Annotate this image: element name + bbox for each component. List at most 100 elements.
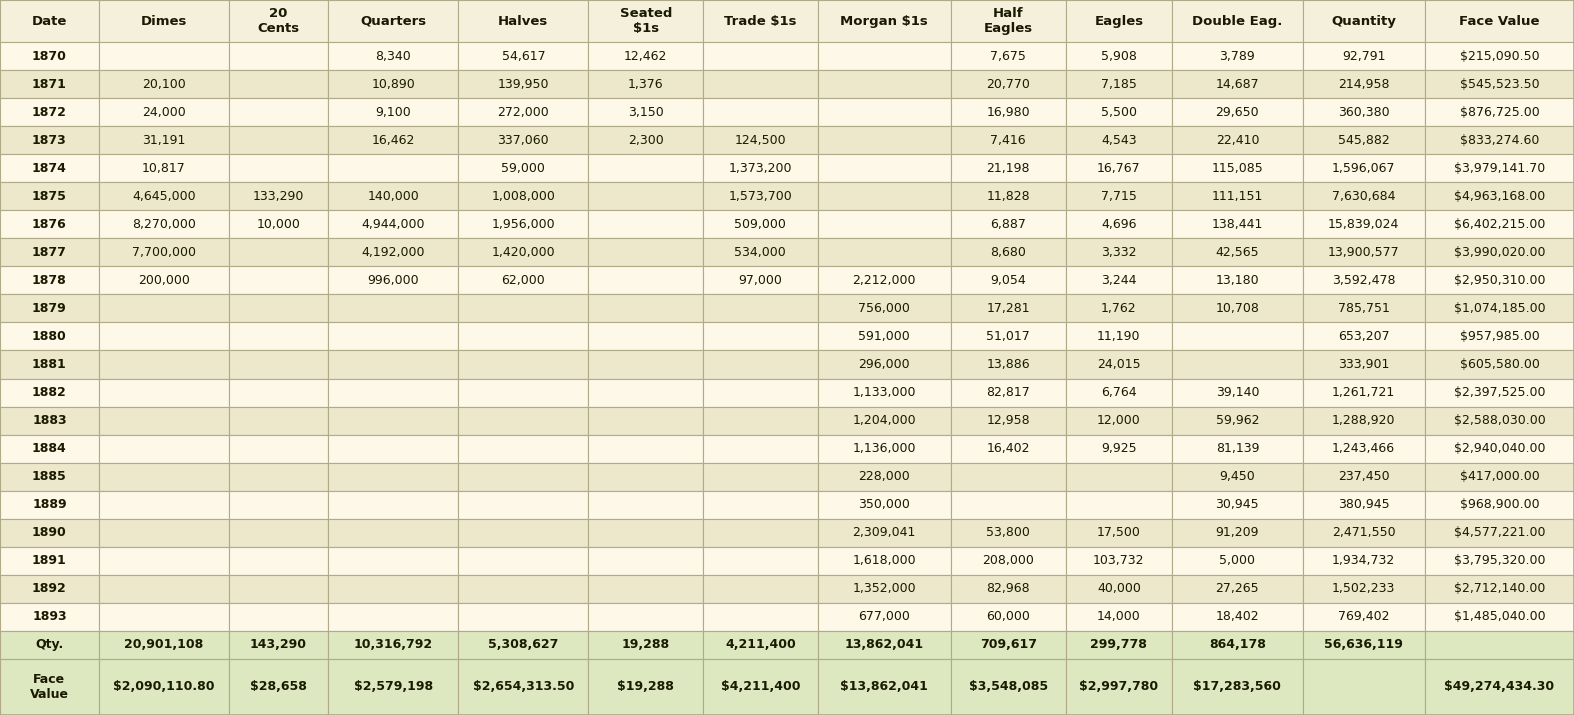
FancyBboxPatch shape: [951, 631, 1066, 659]
FancyBboxPatch shape: [817, 575, 951, 603]
FancyBboxPatch shape: [230, 603, 327, 631]
FancyBboxPatch shape: [458, 518, 589, 547]
Text: 81,139: 81,139: [1215, 442, 1259, 455]
Text: 59,962: 59,962: [1215, 414, 1259, 427]
FancyBboxPatch shape: [0, 154, 99, 182]
FancyBboxPatch shape: [1066, 182, 1173, 210]
FancyBboxPatch shape: [817, 42, 951, 70]
FancyBboxPatch shape: [817, 407, 951, 435]
Text: 1,502,233: 1,502,233: [1332, 582, 1396, 596]
FancyBboxPatch shape: [458, 435, 589, 463]
Text: 3,150: 3,150: [628, 106, 664, 119]
Text: $2,397,525.00: $2,397,525.00: [1454, 386, 1546, 399]
FancyBboxPatch shape: [589, 210, 704, 238]
Text: 237,450: 237,450: [1338, 470, 1390, 483]
Text: 333,901: 333,901: [1338, 358, 1390, 371]
Text: 5,908: 5,908: [1100, 49, 1136, 63]
FancyBboxPatch shape: [327, 463, 458, 490]
Text: $3,990,020.00: $3,990,020.00: [1454, 246, 1546, 259]
FancyBboxPatch shape: [1424, 267, 1574, 295]
FancyBboxPatch shape: [1303, 154, 1424, 182]
FancyBboxPatch shape: [817, 603, 951, 631]
Text: 1891: 1891: [31, 554, 66, 567]
Text: $968,900.00: $968,900.00: [1459, 498, 1539, 511]
FancyBboxPatch shape: [951, 378, 1066, 407]
Text: 40,000: 40,000: [1097, 582, 1141, 596]
FancyBboxPatch shape: [817, 295, 951, 322]
FancyBboxPatch shape: [1066, 322, 1173, 350]
Text: 10,817: 10,817: [142, 162, 186, 174]
Text: 42,565: 42,565: [1215, 246, 1259, 259]
FancyBboxPatch shape: [230, 126, 327, 154]
FancyBboxPatch shape: [1066, 631, 1173, 659]
Text: 29,650: 29,650: [1215, 106, 1259, 119]
Text: 3,592,478: 3,592,478: [1332, 274, 1396, 287]
FancyBboxPatch shape: [1066, 547, 1173, 575]
FancyBboxPatch shape: [817, 0, 951, 42]
Text: 10,000: 10,000: [257, 218, 301, 231]
Text: $13,862,041: $13,862,041: [841, 681, 929, 694]
Text: 591,000: 591,000: [858, 330, 910, 343]
FancyBboxPatch shape: [0, 210, 99, 238]
Text: 1,934,732: 1,934,732: [1332, 554, 1395, 567]
FancyBboxPatch shape: [458, 659, 589, 715]
Text: 1,133,000: 1,133,000: [853, 386, 916, 399]
FancyBboxPatch shape: [589, 518, 704, 547]
FancyBboxPatch shape: [1066, 518, 1173, 547]
Text: 13,886: 13,886: [987, 358, 1029, 371]
Text: 1885: 1885: [31, 470, 66, 483]
Text: 1,420,000: 1,420,000: [491, 246, 556, 259]
FancyBboxPatch shape: [817, 126, 951, 154]
Text: 124,500: 124,500: [735, 134, 785, 147]
FancyBboxPatch shape: [1066, 42, 1173, 70]
FancyBboxPatch shape: [704, 126, 817, 154]
FancyBboxPatch shape: [0, 575, 99, 603]
FancyBboxPatch shape: [951, 182, 1066, 210]
Text: 138,441: 138,441: [1212, 218, 1262, 231]
Text: 20,901,108: 20,901,108: [124, 638, 203, 651]
FancyBboxPatch shape: [1424, 70, 1574, 98]
FancyBboxPatch shape: [1424, 295, 1574, 322]
Text: $3,979,141.70: $3,979,141.70: [1454, 162, 1546, 174]
Text: 1,008,000: 1,008,000: [491, 189, 556, 203]
FancyBboxPatch shape: [458, 463, 589, 490]
FancyBboxPatch shape: [589, 603, 704, 631]
Text: 1884: 1884: [31, 442, 66, 455]
FancyBboxPatch shape: [704, 631, 817, 659]
Text: $2,090,110.80: $2,090,110.80: [113, 681, 214, 694]
Text: Quantity: Quantity: [1332, 14, 1396, 28]
FancyBboxPatch shape: [1303, 210, 1424, 238]
FancyBboxPatch shape: [1303, 435, 1424, 463]
FancyBboxPatch shape: [0, 295, 99, 322]
Text: 14,000: 14,000: [1097, 611, 1141, 623]
Text: 9,925: 9,925: [1102, 442, 1136, 455]
FancyBboxPatch shape: [951, 435, 1066, 463]
Text: 51,017: 51,017: [987, 330, 1029, 343]
Text: 1882: 1882: [31, 386, 66, 399]
Text: 12,958: 12,958: [987, 414, 1029, 427]
FancyBboxPatch shape: [589, 126, 704, 154]
FancyBboxPatch shape: [327, 98, 458, 126]
FancyBboxPatch shape: [99, 575, 230, 603]
FancyBboxPatch shape: [327, 322, 458, 350]
FancyBboxPatch shape: [327, 210, 458, 238]
FancyBboxPatch shape: [230, 154, 327, 182]
Text: 9,450: 9,450: [1220, 470, 1254, 483]
Text: Half
Eagles: Half Eagles: [984, 7, 1033, 35]
FancyBboxPatch shape: [0, 407, 99, 435]
FancyBboxPatch shape: [589, 238, 704, 267]
Text: 7,185: 7,185: [1100, 78, 1136, 91]
Text: 17,281: 17,281: [987, 302, 1029, 315]
FancyBboxPatch shape: [704, 350, 817, 378]
FancyBboxPatch shape: [817, 322, 951, 350]
FancyBboxPatch shape: [99, 295, 230, 322]
Text: 9,100: 9,100: [375, 106, 411, 119]
FancyBboxPatch shape: [1303, 490, 1424, 518]
FancyBboxPatch shape: [99, 603, 230, 631]
Text: 140,000: 140,000: [367, 189, 419, 203]
Text: 208,000: 208,000: [982, 554, 1034, 567]
Text: 6,764: 6,764: [1102, 386, 1136, 399]
FancyBboxPatch shape: [589, 463, 704, 490]
FancyBboxPatch shape: [230, 0, 327, 42]
FancyBboxPatch shape: [1303, 98, 1424, 126]
